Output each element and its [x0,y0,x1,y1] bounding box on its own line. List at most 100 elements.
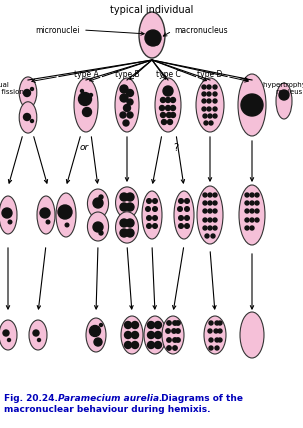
Circle shape [126,89,134,96]
Ellipse shape [121,316,143,354]
Circle shape [124,104,131,112]
Circle shape [255,201,259,205]
Circle shape [8,220,12,224]
Circle shape [218,329,222,333]
Ellipse shape [115,187,138,218]
Circle shape [159,105,165,110]
Circle shape [161,113,165,118]
Circle shape [89,326,101,336]
Text: usual
binary fission: usual binary fission [0,81,23,95]
Text: type C: type C [156,70,180,79]
Ellipse shape [74,78,98,132]
Circle shape [203,201,207,205]
Circle shape [209,346,213,350]
Circle shape [3,330,9,336]
Circle shape [203,226,207,230]
Circle shape [245,201,249,205]
Circle shape [147,224,151,228]
Circle shape [208,218,212,222]
Circle shape [245,193,249,197]
Circle shape [147,216,151,220]
Circle shape [176,338,180,342]
Ellipse shape [115,212,138,243]
Circle shape [126,219,134,227]
Circle shape [120,112,126,118]
Circle shape [207,99,211,103]
Text: macronuclear behaviour during hemixis.: macronuclear behaviour during hemixis. [4,405,211,414]
Circle shape [167,321,171,325]
Circle shape [31,87,34,90]
Circle shape [205,234,209,238]
Ellipse shape [115,78,139,132]
Circle shape [167,338,171,342]
Circle shape [155,332,161,339]
Ellipse shape [139,12,165,58]
Circle shape [126,229,134,237]
Ellipse shape [204,316,226,354]
Circle shape [202,99,206,103]
Circle shape [125,332,132,339]
Circle shape [213,193,217,197]
Circle shape [38,339,41,342]
Circle shape [120,229,128,237]
Circle shape [202,92,206,96]
Ellipse shape [88,212,108,241]
Ellipse shape [37,196,55,234]
Circle shape [127,112,133,118]
Circle shape [214,329,218,333]
Ellipse shape [239,185,265,245]
Circle shape [213,226,217,230]
Circle shape [82,107,92,116]
Ellipse shape [174,191,194,239]
Ellipse shape [56,193,76,237]
Ellipse shape [196,78,224,132]
Circle shape [207,85,211,89]
Circle shape [208,209,212,213]
Circle shape [120,94,128,102]
Circle shape [279,90,289,100]
Circle shape [120,193,128,201]
Circle shape [218,321,222,325]
Circle shape [213,114,217,118]
Circle shape [245,226,249,230]
Circle shape [161,119,167,125]
Circle shape [120,219,128,227]
Circle shape [132,332,138,339]
Circle shape [155,41,159,45]
Circle shape [185,207,189,211]
Circle shape [213,218,217,222]
Circle shape [146,207,150,211]
Circle shape [126,203,134,211]
Circle shape [132,321,138,329]
Circle shape [93,198,103,208]
Circle shape [173,338,177,342]
Ellipse shape [197,186,223,244]
Circle shape [2,208,12,218]
Ellipse shape [142,191,162,239]
Circle shape [213,85,217,89]
Text: or: or [79,143,88,152]
Text: micronuclei: micronuclei [35,26,80,35]
Text: Paramecium aurelia.: Paramecium aurelia. [58,394,162,403]
Circle shape [78,92,92,105]
Circle shape [24,113,31,121]
Circle shape [209,338,213,342]
Circle shape [167,346,171,350]
Circle shape [207,92,211,96]
Circle shape [250,193,254,197]
Circle shape [241,94,263,116]
Circle shape [173,346,177,350]
Circle shape [165,105,171,110]
Circle shape [171,113,175,118]
Ellipse shape [155,78,181,132]
Ellipse shape [162,316,184,354]
Circle shape [213,209,217,213]
Circle shape [153,207,157,211]
Circle shape [255,209,259,213]
Ellipse shape [86,318,106,352]
Circle shape [147,32,151,36]
Circle shape [218,338,222,342]
Circle shape [176,321,180,325]
Circle shape [245,209,249,213]
Ellipse shape [0,196,17,234]
